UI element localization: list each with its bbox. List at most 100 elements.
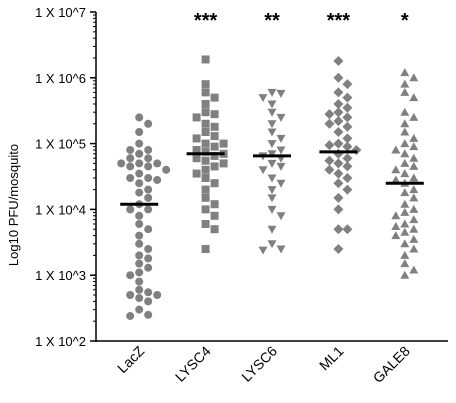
data-point bbox=[400, 158, 410, 167]
data-point bbox=[144, 288, 153, 297]
data-point bbox=[153, 291, 162, 300]
data-point bbox=[400, 270, 410, 279]
data-point bbox=[144, 225, 153, 234]
data-point bbox=[267, 108, 277, 117]
data-point bbox=[126, 162, 135, 171]
data-point bbox=[267, 240, 277, 249]
data-point bbox=[144, 154, 153, 163]
data-point bbox=[324, 155, 335, 166]
data-point bbox=[400, 139, 410, 148]
data-point bbox=[400, 127, 410, 136]
data-point bbox=[351, 144, 362, 155]
data-point bbox=[409, 215, 419, 224]
data-point bbox=[409, 93, 419, 102]
data-point bbox=[391, 145, 401, 154]
data-point bbox=[135, 159, 144, 168]
data-point bbox=[409, 161, 419, 170]
data-point bbox=[342, 141, 353, 152]
data-point bbox=[144, 145, 153, 154]
data-points bbox=[117, 55, 419, 320]
data-point bbox=[267, 205, 277, 214]
data-point bbox=[267, 194, 277, 203]
data-point bbox=[409, 142, 419, 151]
data-point bbox=[210, 93, 219, 102]
data-point bbox=[400, 188, 410, 197]
data-point bbox=[135, 294, 144, 303]
data-point bbox=[400, 107, 410, 116]
data-point bbox=[324, 109, 335, 120]
data-point bbox=[135, 211, 144, 220]
data-point bbox=[192, 169, 201, 178]
data-point bbox=[276, 245, 286, 254]
data-point bbox=[400, 68, 410, 77]
data-point bbox=[210, 162, 219, 171]
data-point bbox=[333, 204, 344, 215]
data-point bbox=[267, 174, 277, 183]
data-point bbox=[126, 291, 135, 300]
data-point bbox=[219, 139, 228, 148]
data-point bbox=[126, 145, 135, 154]
data-point bbox=[342, 133, 353, 144]
data-point bbox=[258, 94, 268, 103]
data-point bbox=[409, 112, 419, 121]
data-point bbox=[153, 175, 162, 184]
y-tick-label: 1 X 10^4 bbox=[35, 202, 86, 217]
data-point bbox=[117, 159, 126, 168]
median-lines bbox=[120, 150, 424, 206]
data-point bbox=[391, 211, 401, 220]
data-point bbox=[201, 139, 210, 148]
data-point bbox=[135, 277, 144, 286]
data-point bbox=[162, 165, 171, 174]
data-point bbox=[201, 205, 210, 214]
data-point bbox=[391, 231, 401, 240]
data-point bbox=[342, 184, 353, 195]
data-point bbox=[135, 231, 144, 240]
category-label: LYSC6 bbox=[238, 343, 280, 385]
significance-marker: ** bbox=[264, 10, 280, 32]
data-point bbox=[400, 207, 410, 216]
data-point bbox=[333, 138, 344, 149]
data-point bbox=[267, 225, 277, 234]
data-point bbox=[201, 99, 210, 108]
y-tick-label: 1 X 10^5 bbox=[35, 137, 86, 152]
data-point bbox=[135, 251, 144, 260]
data-point bbox=[333, 244, 344, 255]
data-point bbox=[144, 205, 153, 214]
data-point bbox=[409, 153, 419, 162]
data-point bbox=[210, 211, 219, 220]
axes bbox=[95, 12, 448, 342]
data-point bbox=[324, 140, 335, 151]
data-point bbox=[267, 100, 277, 109]
data-point bbox=[333, 116, 344, 127]
data-point bbox=[409, 244, 419, 253]
data-point bbox=[210, 179, 219, 188]
data-point bbox=[192, 113, 201, 122]
data-point bbox=[267, 128, 277, 137]
data-point bbox=[135, 169, 144, 178]
data-point bbox=[409, 173, 419, 182]
data-point bbox=[333, 127, 344, 138]
data-point bbox=[144, 174, 153, 183]
category-label: LYSC4 bbox=[172, 343, 214, 385]
significance-marker: *** bbox=[194, 10, 218, 32]
data-point bbox=[276, 146, 286, 155]
data-point bbox=[324, 118, 335, 129]
data-point bbox=[126, 205, 135, 214]
data-point bbox=[201, 165, 210, 174]
data-point bbox=[210, 122, 219, 131]
data-point bbox=[135, 113, 144, 122]
data-point bbox=[342, 102, 353, 113]
data-point bbox=[135, 188, 144, 197]
data-point bbox=[201, 147, 210, 156]
data-point bbox=[342, 79, 353, 90]
y-tick-label: 1 X 10^7 bbox=[35, 5, 86, 20]
data-point bbox=[219, 159, 228, 168]
data-point bbox=[201, 80, 210, 89]
data-point bbox=[409, 185, 419, 194]
significance-marker: * bbox=[401, 10, 409, 32]
data-point bbox=[201, 108, 210, 117]
data-point bbox=[342, 92, 353, 103]
y-ticks: 1 X 10^2 1 X 10^3 1 X 10^4 1 X 10^5 1 X 10^6… bbox=[35, 5, 96, 349]
y-axis-label: Log10 PFU/mosquito bbox=[6, 144, 21, 266]
